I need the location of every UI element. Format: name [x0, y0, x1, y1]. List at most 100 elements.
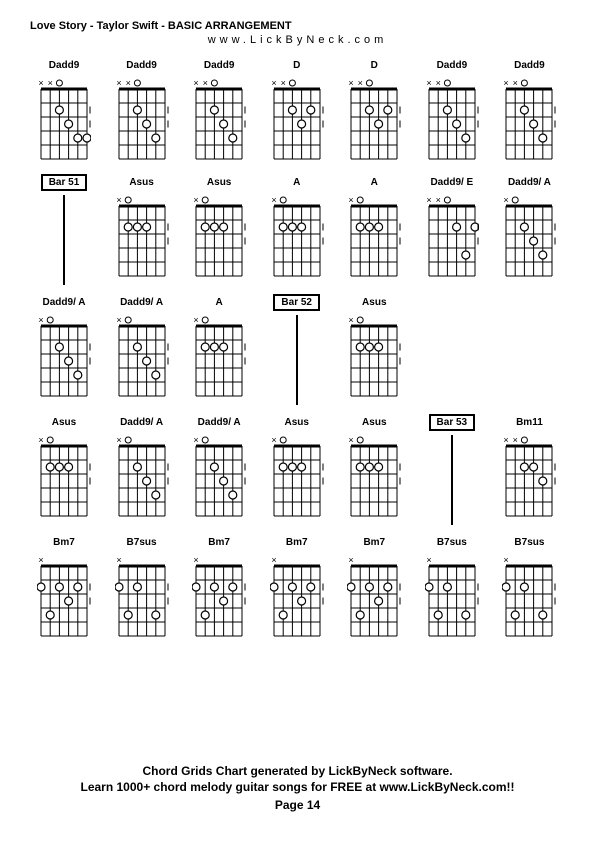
chord-diagram: ×	[347, 432, 401, 522]
page-footer: Chord Grids Chart generated by LickByNec…	[0, 762, 595, 812]
chord-cell: A×	[263, 175, 331, 285]
svg-text:×: ×	[125, 78, 130, 88]
chord-cell: Dadd9/ E × ×	[418, 175, 486, 285]
chord-cell: Dadd9 × ×	[185, 58, 253, 165]
chord-label: A	[293, 175, 300, 189]
chord-cell: D ××	[340, 58, 408, 165]
svg-text:×: ×	[504, 435, 509, 445]
chord-label: Bm7	[53, 535, 75, 549]
svg-text:×: ×	[116, 555, 121, 565]
chord-diagram: ×	[347, 312, 401, 402]
svg-text:×: ×	[194, 435, 199, 445]
bar-label: Bar 53	[429, 414, 476, 431]
chord-diagram: ×	[115, 192, 169, 282]
chord-cell: Asus×	[185, 175, 253, 285]
svg-text:×: ×	[38, 435, 43, 445]
chord-row: Bm7×B7sus×Bm7×Bm7×Bm7×B7sus×B7sus×	[30, 535, 565, 642]
chord-label: Dadd9/ E	[430, 175, 473, 189]
svg-text:×: ×	[426, 195, 431, 205]
chord-label: Asus	[362, 295, 386, 309]
chord-label: Dadd9	[437, 58, 468, 72]
chord-diagram: ×	[192, 312, 246, 402]
chord-label: Dadd9/ A	[198, 415, 241, 429]
chord-label: Dadd9	[49, 58, 80, 72]
chord-grid-container: Dadd9××Dadd9××Dadd9××D××D××Dadd9××Dadd9×…	[30, 58, 565, 642]
chord-diagram: ××	[115, 75, 169, 165]
svg-text:×: ×	[513, 435, 518, 445]
chord-diagram: ×	[270, 552, 324, 642]
chord-diagram: ×	[37, 312, 91, 402]
svg-text:×: ×	[280, 78, 285, 88]
svg-text:×: ×	[116, 78, 121, 88]
chord-cell: Dadd9××	[418, 58, 486, 165]
chord-diagram: ×	[502, 192, 556, 282]
svg-text:×: ×	[194, 315, 199, 325]
svg-text:×: ×	[513, 78, 518, 88]
svg-text:×: ×	[435, 195, 440, 205]
footer-line-2: Learn 1000+ chord melody guitar songs fo…	[0, 780, 595, 794]
chord-diagram: ×	[115, 552, 169, 642]
svg-text:×: ×	[271, 555, 276, 565]
chord-cell: Dadd9/ A×	[30, 295, 98, 405]
chord-cell: Dadd9/ A×	[108, 415, 176, 525]
svg-text:×: ×	[426, 78, 431, 88]
chord-label: Dadd9/ A	[120, 295, 163, 309]
chord-cell: Dadd9/ A×	[495, 175, 563, 285]
chord-cell: Bm7×	[340, 535, 408, 642]
chord-diagram: ×	[270, 192, 324, 282]
svg-text:×: ×	[203, 78, 208, 88]
chord-label: Dadd9	[514, 58, 545, 72]
svg-text:×: ×	[194, 195, 199, 205]
chord-diagram: ××	[347, 75, 401, 165]
bar-marker-cell: Bar 52	[263, 295, 331, 405]
chord-label: Bm7	[286, 535, 308, 549]
chord-diagram: ××	[37, 75, 91, 165]
chord-diagram: ××	[425, 75, 479, 165]
svg-text:×: ×	[194, 555, 199, 565]
chord-label: Asus	[52, 415, 76, 429]
chord-diagram: ×	[115, 432, 169, 522]
chord-label: Asus	[362, 415, 386, 429]
chord-cell: B7sus ×	[418, 535, 486, 642]
chord-label: D	[371, 58, 378, 72]
svg-text:×: ×	[349, 435, 354, 445]
svg-text:×: ×	[194, 78, 199, 88]
footer-line-1: Chord Grids Chart generated by LickByNec…	[0, 764, 595, 778]
svg-text:×: ×	[38, 78, 43, 88]
chord-cell: A×	[185, 295, 253, 405]
chord-diagram: ×	[192, 192, 246, 282]
svg-text:×: ×	[426, 555, 431, 565]
svg-text:×: ×	[349, 555, 354, 565]
chord-cell: B7sus ×	[108, 535, 176, 642]
chord-label: D	[293, 58, 300, 72]
svg-text:×: ×	[435, 78, 440, 88]
chord-cell: Asus×	[263, 415, 331, 525]
chord-label: B7sus	[127, 535, 157, 549]
chord-row: Bar 51Asus×Asus×A×A×Dadd9/ E××Dadd9/ A×	[30, 175, 565, 285]
bar-marker-cell: Bar 51	[30, 175, 98, 285]
svg-text:×: ×	[38, 315, 43, 325]
chord-label: Bm7	[208, 535, 230, 549]
chord-label: Asus	[284, 415, 308, 429]
svg-text:×: ×	[504, 195, 509, 205]
chord-label: A	[371, 175, 378, 189]
barline	[296, 315, 298, 405]
chord-cell: Bm7 ×	[263, 535, 331, 642]
svg-text:×: ×	[271, 78, 276, 88]
chord-cell: Bm11××	[495, 415, 563, 525]
chord-diagram: ×	[502, 552, 556, 642]
svg-text:×: ×	[116, 315, 121, 325]
chord-label: Dadd9	[204, 58, 235, 72]
chord-cell: Dadd9××	[108, 58, 176, 165]
chord-cell: B7sus×	[495, 535, 563, 642]
svg-text:×: ×	[116, 195, 121, 205]
chord-label: Asus	[129, 175, 153, 189]
chord-cell: Bm7×	[30, 535, 98, 642]
chord-cell: Asus ×	[30, 415, 98, 525]
chord-row: Asus×Dadd9/ A×Dadd9/ A×Asus×Asus×Bar 53B…	[30, 415, 565, 525]
bar-marker-cell: Bar 53	[418, 415, 486, 525]
website-subtitle: www.LickByNeck.com	[30, 34, 565, 46]
svg-text:×: ×	[504, 555, 509, 565]
chord-label: B7sus	[437, 535, 467, 549]
chord-diagram: ×	[425, 552, 479, 642]
